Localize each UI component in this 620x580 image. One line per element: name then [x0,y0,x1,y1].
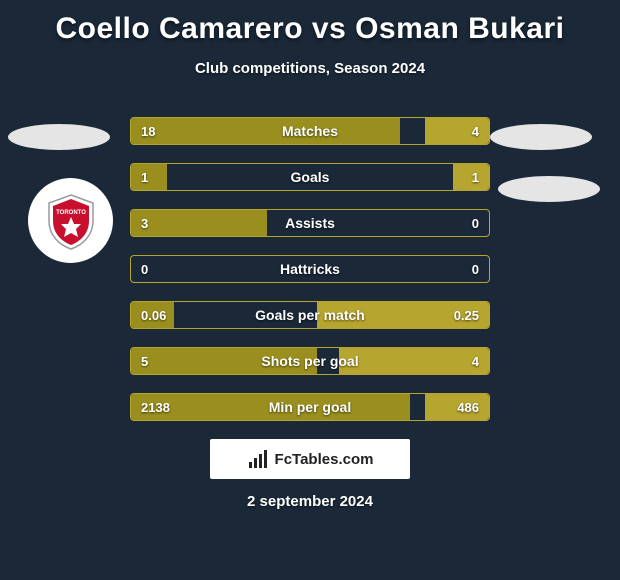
stat-label: Shots per goal [131,353,489,369]
stats-container: 184Matches 11Goals 30Assists 00Hattricks 0.0… [130,117,490,421]
player-right-badge-ellipse-1 [490,124,592,150]
stat-label: Goals [131,169,489,185]
footer-brand-label: FcTables.com [275,451,374,468]
footer-brand[interactable]: FcTables.com [210,439,410,479]
stat-label: Assists [131,215,489,231]
stat-row: 00Hattricks [130,255,490,283]
stat-label: Min per goal [131,399,489,415]
date: 2 september 2024 [0,493,620,510]
player-left-badge-ellipse [8,124,110,150]
stat-row: 2138486Min per goal [130,393,490,421]
subtitle: Club competitions, Season 2024 [0,60,620,77]
club-logo: TORONTO [28,178,113,263]
stat-label: Hattricks [131,261,489,277]
stat-row: 30Assists [130,209,490,237]
stat-label: Matches [131,123,489,139]
stat-row: 184Matches [130,117,490,145]
chart-icon [247,448,269,470]
svg-text:TORONTO: TORONTO [56,210,86,216]
stat-row: 54Shots per goal [130,347,490,375]
stat-label: Goals per match [131,307,489,323]
stat-row: 11Goals [130,163,490,191]
toronto-fc-logo-icon: TORONTO [41,191,101,251]
page-title: Coello Camarero vs Osman Bukari [0,0,620,46]
stat-row: 0.060.25Goals per match [130,301,490,329]
player-right-badge-ellipse-2 [498,176,600,202]
